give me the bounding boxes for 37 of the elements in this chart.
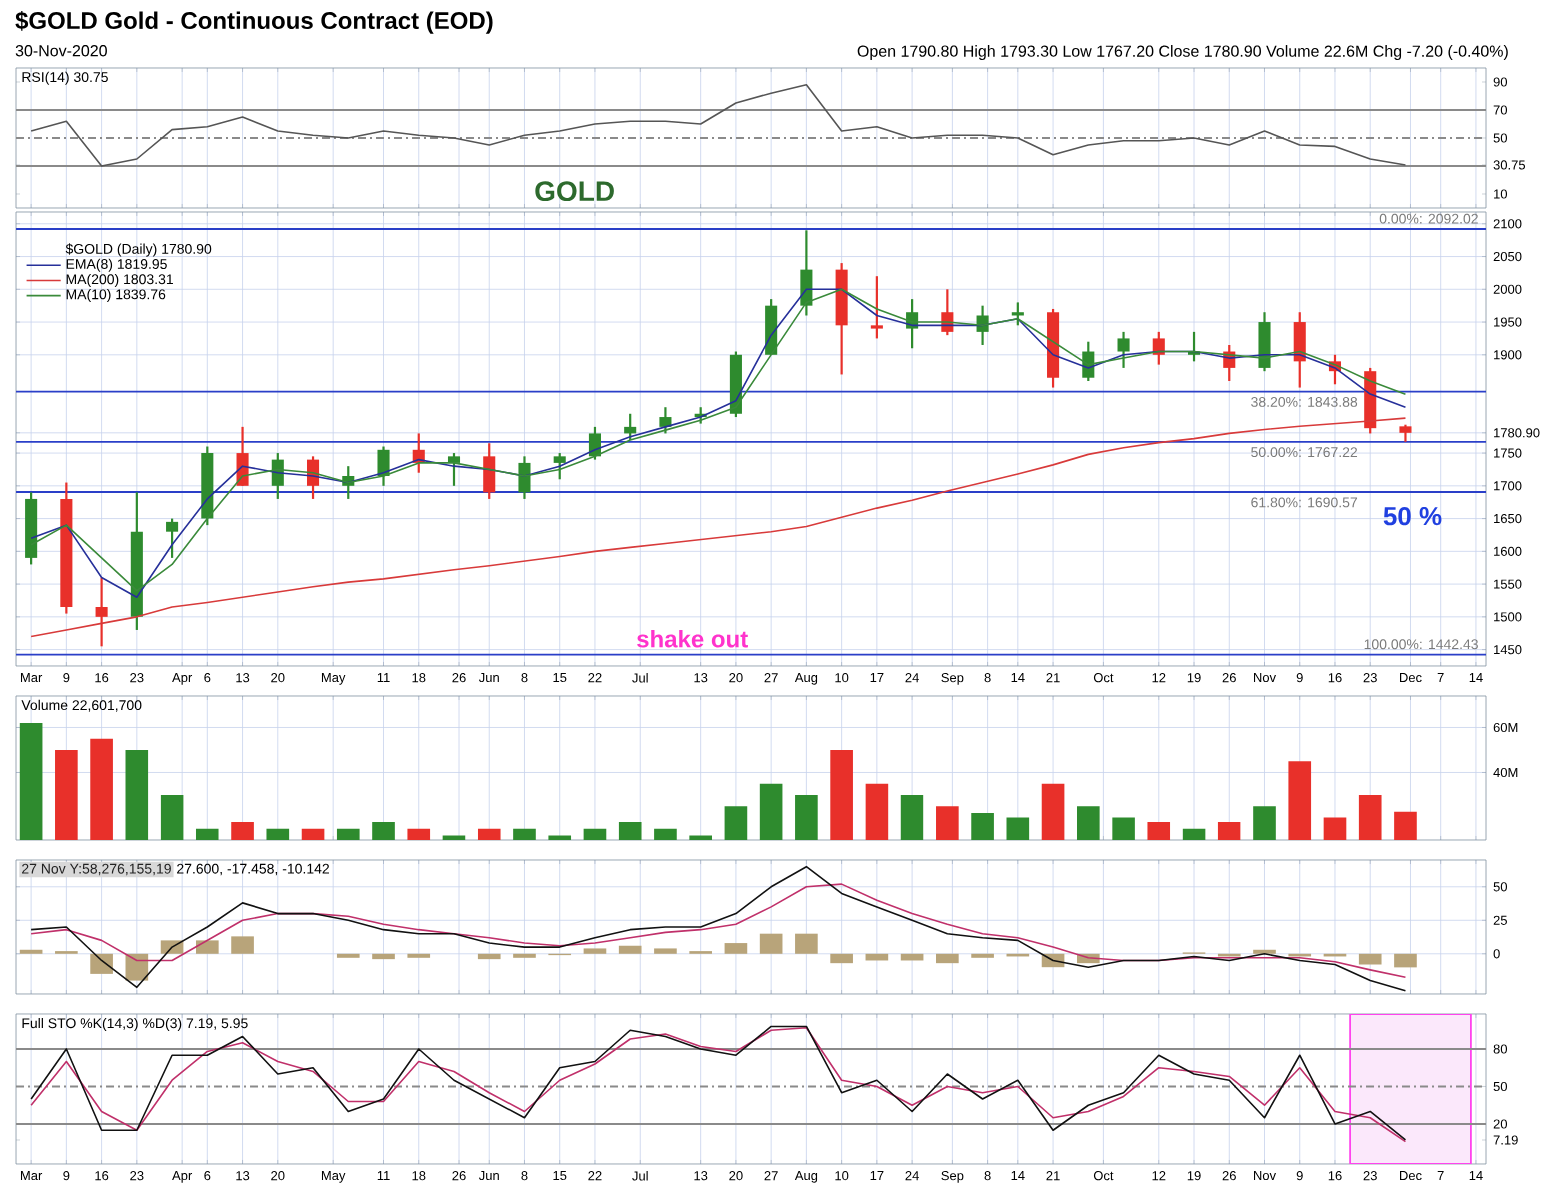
text: 30-Nov-2020 bbox=[15, 45, 107, 57]
bar bbox=[795, 933, 818, 954]
candlestick bbox=[1258, 311, 1271, 373]
annotation: GOLD bbox=[535, 181, 614, 202]
bar bbox=[90, 953, 113, 974]
bar bbox=[477, 953, 501, 960]
candlestick bbox=[447, 451, 461, 487]
bar bbox=[195, 940, 219, 954]
candlestick bbox=[483, 442, 496, 501]
annotation: shake out bbox=[637, 629, 748, 648]
candlestick bbox=[553, 451, 566, 481]
candlestick bbox=[377, 445, 390, 487]
line-series bbox=[30, 83, 1407, 167]
candlestick bbox=[976, 304, 989, 347]
bar bbox=[231, 936, 254, 954]
bar bbox=[654, 948, 677, 954]
candlestick bbox=[518, 455, 531, 501]
candlestick bbox=[1011, 301, 1024, 327]
bar bbox=[1394, 953, 1417, 968]
candlestick bbox=[95, 576, 108, 648]
text: $GOLD Gold - Continuous Contract (EOD) bbox=[15, 11, 493, 34]
candlestick bbox=[1117, 330, 1130, 370]
text: Open 1790.80 High 1793.30 Low 1767.20 Close 1780.90 Volume 22.6M Chg -7.20 (-0.40%) bbox=[857, 45, 1508, 60]
bar bbox=[759, 933, 783, 954]
candlestick bbox=[624, 412, 637, 442]
bar bbox=[372, 953, 395, 960]
annotation: 50 % bbox=[1383, 506, 1442, 526]
bar bbox=[724, 943, 748, 954]
candlestick bbox=[1152, 330, 1165, 366]
bar bbox=[936, 953, 959, 964]
bar bbox=[583, 948, 607, 954]
candlestick bbox=[659, 406, 672, 435]
bar bbox=[1358, 953, 1382, 965]
bar bbox=[830, 953, 853, 964]
candlestick bbox=[166, 517, 179, 559]
candlestick bbox=[870, 275, 883, 340]
bar bbox=[618, 945, 642, 954]
